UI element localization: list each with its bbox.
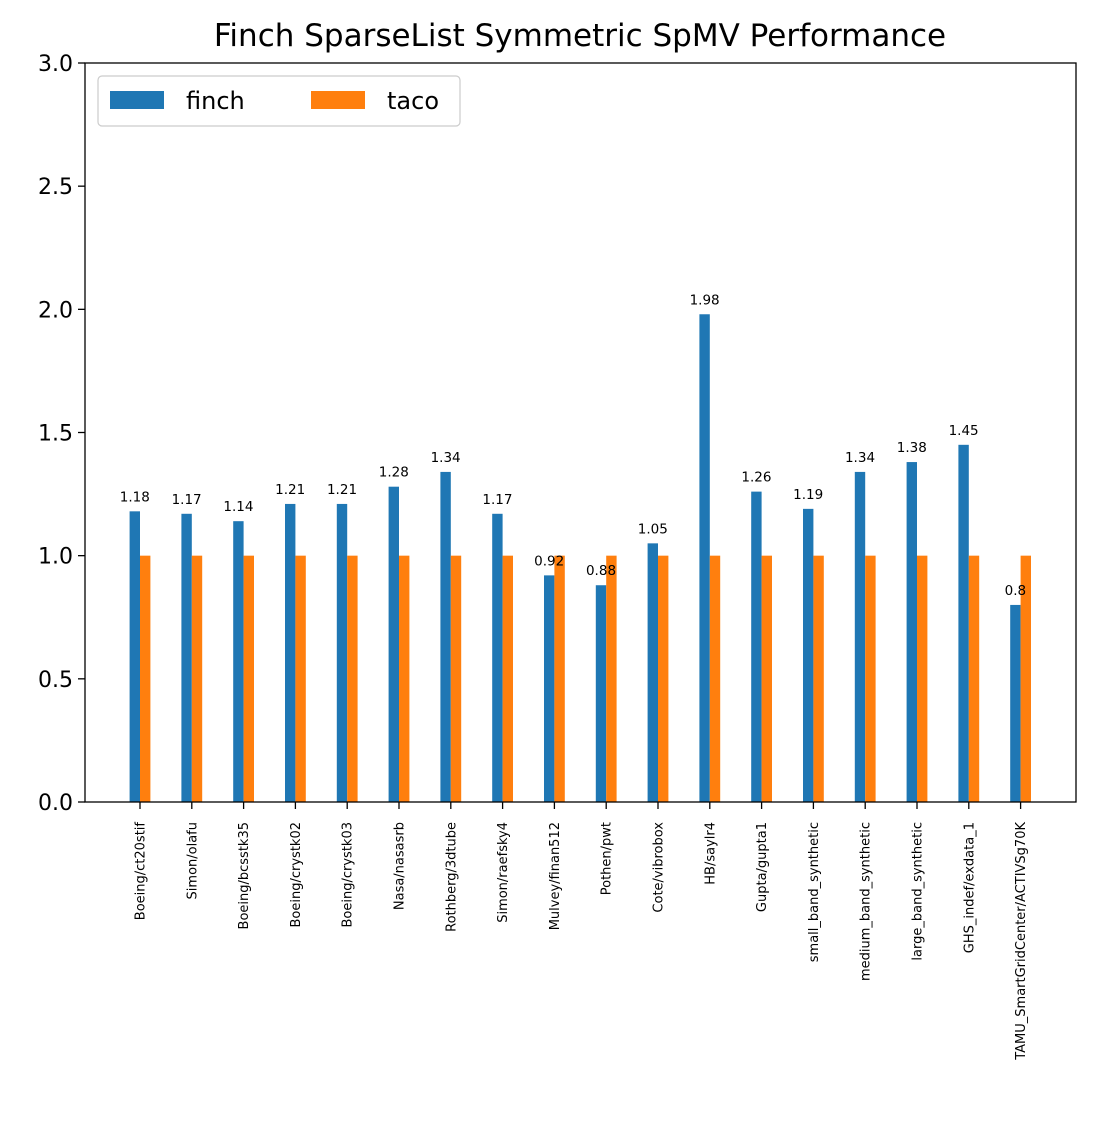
bar-finch-13: [751, 491, 762, 802]
data-label-finch-8: 1.17: [482, 492, 512, 508]
data-label-finch-17: 1.45: [949, 423, 979, 439]
bar-taco-16: [917, 555, 928, 802]
bar-taco-15: [865, 555, 876, 802]
y-tick-label-6: 3.0: [38, 52, 73, 77]
x-tick-label-11: Cote/vibrobox: [652, 822, 667, 913]
bar-finch-9: [544, 575, 555, 802]
x-tick-label-17: GHS_indef/exdata_1: [962, 822, 977, 953]
bar-finch-7: [440, 471, 451, 802]
data-label-finch-11: 1.05: [638, 521, 668, 537]
bar-finch-4: [285, 503, 296, 802]
bar-taco-12: [709, 555, 721, 802]
x-tick-label-2: Simon/olafu: [185, 822, 200, 899]
x-tick-label-16: large_band_synthetic: [911, 822, 926, 961]
data-label-finch-9: 0.92: [534, 553, 564, 569]
bar-taco-3: [243, 555, 254, 802]
x-tick-label-14: small_band_synthetic: [807, 822, 822, 962]
data-label-finch-12: 1.98: [690, 292, 720, 308]
y-tick-label-0: 0.0: [38, 791, 73, 816]
x-tick-label-12: HB/saylr4: [703, 822, 718, 885]
data-label-finch-10: 0.88: [586, 563, 616, 579]
data-label-finch-13: 1.26: [741, 470, 771, 486]
bar-finch-6: [388, 486, 399, 802]
x-tick-label-13: Gupta/gupta1: [755, 822, 770, 912]
x-tick-label-15: medium_band_synthetic: [859, 822, 874, 981]
bars-layer: [129, 314, 1031, 802]
legend-box: [97, 75, 461, 127]
data-label-finch-16: 1.38: [897, 440, 927, 456]
bar-taco-7: [450, 555, 462, 802]
x-tick-label-5: Boeing/crystk03: [341, 822, 356, 927]
x-tick-label-10: Pothen/pwt: [600, 822, 615, 895]
bar-finch-15: [854, 471, 866, 802]
y-tick-label-2: 1.0: [38, 545, 73, 570]
bar-finch-17: [958, 444, 969, 802]
bar-taco-8: [502, 555, 513, 802]
legend-swatch-taco: [311, 91, 365, 109]
bar-finch-10: [595, 585, 607, 802]
y-tick-label-4: 2.0: [38, 298, 73, 323]
chart-title: Finch SparseList Symmetric SpMV Performa…: [214, 18, 946, 54]
bar-finch-11: [647, 543, 658, 802]
data-label-finch-3: 1.14: [223, 499, 253, 515]
y-tick-label-5: 2.5: [38, 175, 73, 200]
bar-taco-11: [658, 555, 669, 802]
bar-finch-14: [803, 508, 814, 802]
x-tick-label-18: TAMU_SmartGridCenter/ACTIVSg70K: [1014, 822, 1029, 1061]
data-label-finch-7: 1.34: [431, 450, 461, 466]
data-label-finch-4: 1.21: [275, 482, 305, 498]
bar-taco-9: [554, 555, 565, 802]
legend-label-taco: taco: [387, 87, 439, 115]
bar-finch-5: [336, 503, 348, 802]
bar-finch-1: [129, 511, 140, 802]
bar-taco-6: [399, 555, 410, 802]
legend-swatch-finch: [110, 91, 164, 109]
bar-taco-18: [1020, 555, 1031, 802]
data-label-finch-6: 1.28: [379, 465, 409, 481]
data-label-finch-14: 1.19: [793, 487, 823, 503]
bar-finch-2: [181, 513, 192, 802]
legend: finch taco: [97, 75, 461, 127]
y-tick-label-3: 1.5: [38, 422, 73, 447]
bar-taco-14: [813, 555, 824, 802]
bar-taco-17: [968, 555, 980, 802]
x-tick-label-1: Boeing/ct20stif: [134, 822, 149, 921]
data-label-finch-1: 1.18: [120, 489, 150, 505]
bar-taco-5: [347, 555, 358, 802]
legend-label-finch: finch: [186, 87, 245, 115]
bar-finch-8: [492, 513, 503, 802]
bar-finch-18: [1010, 604, 1021, 802]
x-tick-label-7: Rothberg/3dtube: [444, 822, 459, 932]
data-label-finch-2: 1.17: [172, 492, 202, 508]
axes-layer: 0.0 0.5 1.0 1.5 2.0 2.5 3.0 Boeing/ct20stif Simo…: [38, 52, 1077, 1061]
bar-taco-13: [761, 555, 772, 802]
y-tick-label-1: 0.5: [38, 668, 73, 693]
bar-taco-4: [295, 555, 306, 802]
bar-taco-10: [606, 555, 617, 802]
bar-finch-16: [906, 462, 917, 802]
x-tick-label-6: Nasa/nasasrb: [393, 822, 408, 910]
data-label-finch-5: 1.21: [327, 482, 357, 498]
bar-taco-2: [191, 555, 203, 802]
x-tick-label-8: Simon/raefsky4: [496, 822, 511, 923]
x-tick-label-4: Boeing/crystk02: [289, 822, 304, 927]
data-label-finch-18: 0.8: [1005, 583, 1026, 599]
bar-finch-12: [699, 314, 710, 802]
x-tick-label-9: Mulvey/finan512: [548, 822, 563, 930]
x-tick-label-3: Boeing/bcsstk35: [237, 822, 252, 929]
data-labels-layer: 1.18 1.17 1.14 1.21 1.21 1.28 1.34 1.17 0.92 0.88…: [120, 292, 1026, 599]
data-label-finch-15: 1.34: [845, 450, 875, 466]
bar-finch-3: [233, 521, 244, 802]
bar-taco-1: [140, 555, 151, 802]
